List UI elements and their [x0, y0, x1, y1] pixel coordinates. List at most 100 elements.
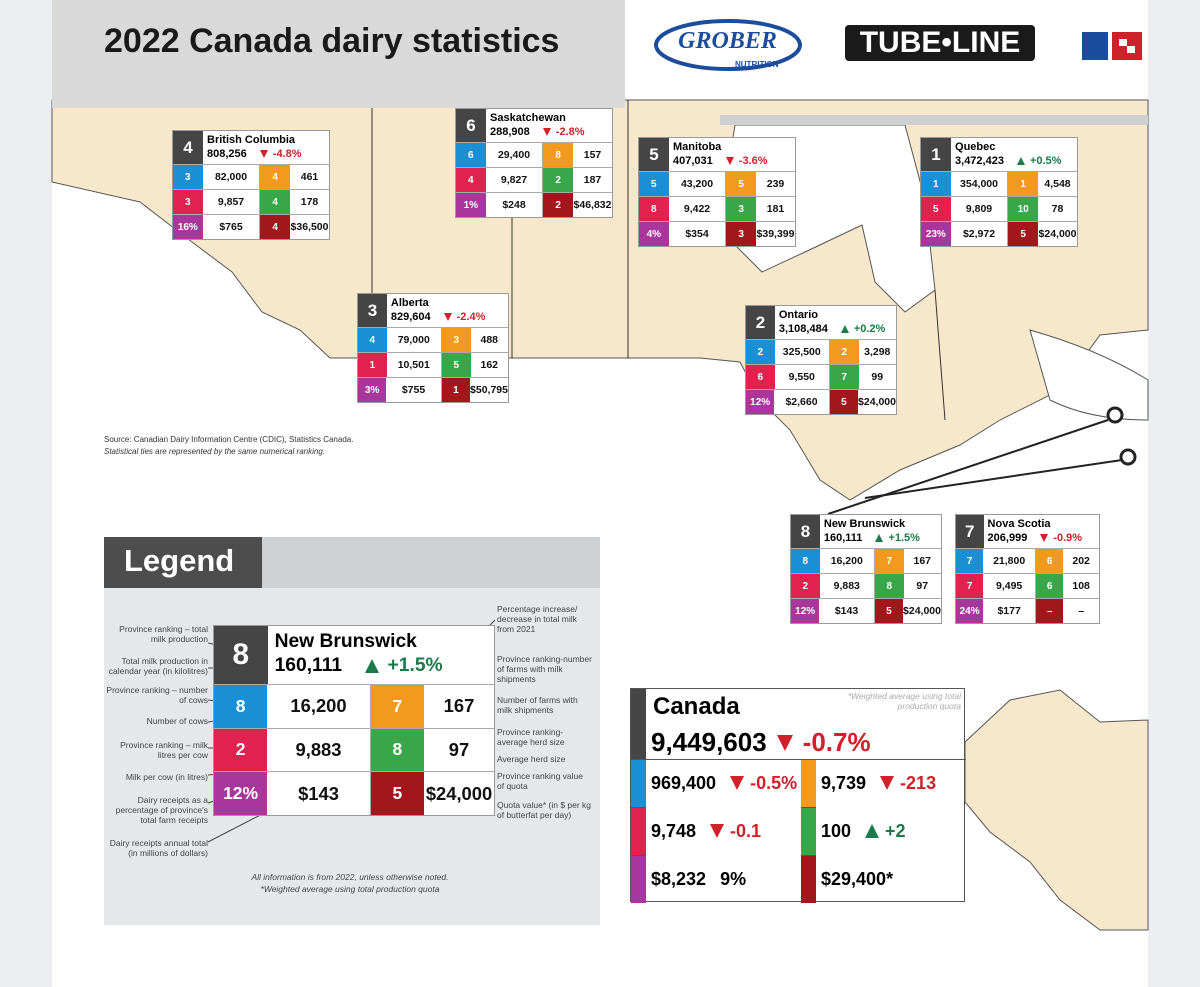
footnote: *Weighted average using total production…: [260, 884, 440, 894]
rank-cell: 10: [1008, 197, 1039, 221]
rank-cell: 3: [726, 197, 757, 221]
rank-cell: 3%: [358, 378, 387, 402]
rank-cell: 7: [956, 574, 984, 598]
rank-cell: 5: [639, 172, 669, 196]
rank-cell: 4: [260, 190, 291, 214]
legend-note: Province ranking-number of farms with mi…: [497, 654, 592, 684]
rank-cell: 3: [442, 328, 471, 352]
card-row: 2 9,883 8 97: [214, 727, 494, 772]
canada-note: *Weighted average using total production…: [847, 691, 961, 711]
value-cell: $39,399: [756, 222, 796, 246]
province-card: 4 British Columbia 808,256 -4.8% 3 82,000 4 461…: [172, 130, 330, 240]
value-cell: 354,000: [950, 172, 1009, 196]
province-card: 1 Quebec 3,472,423 +0.5% 1 354,000 1 4,548 5 9,80…: [920, 137, 1078, 247]
province-card: 8 New Brunswick 160,111 +1.5% 8 16,200 7 167 2 9,…: [790, 514, 942, 624]
card-row: 7 9,495 6 108: [956, 573, 1100, 598]
province-card: 2 Ontario 3,108,484 +0.2% 2 325,500 2 3,298 6 9,5…: [745, 305, 897, 415]
card-header: 8 New Brunswick 160,111 +1.5%: [791, 515, 941, 548]
arrow-down: [730, 776, 745, 790]
value-cell: $354: [668, 222, 727, 246]
card-row: 6 9,550 7 99: [746, 364, 897, 389]
canada-color: [631, 855, 646, 903]
card-info: Saskatchewan 288,908 -2.8%: [486, 109, 585, 142]
value-cell: 21,800: [983, 549, 1037, 573]
canada-cell: 969,400 -0.5%: [651, 759, 797, 807]
value-cell: 202: [1063, 549, 1100, 573]
card-info: New Brunswick 160,111 +1.5%: [820, 515, 920, 548]
canada-strip: [631, 689, 646, 759]
logo-text: TUBE•LINE: [859, 26, 1021, 59]
card-row: 8 16,200 7 167: [214, 683, 494, 728]
change: -0.9%: [1053, 532, 1083, 544]
rank-cell: 24%: [956, 599, 984, 623]
footnote: All information is from 2022, unless oth…: [251, 872, 449, 882]
value-cell: 16,200: [267, 684, 371, 728]
card-header: 5 Manitoba 407,031 -3.6%: [639, 138, 795, 171]
canada-cell-change: -0.1: [730, 820, 762, 841]
source: Source: Canadian Dairy Information Centr…: [104, 435, 354, 444]
legend-note: Province ranking – total milk production: [119, 624, 208, 644]
rank-cell: 5: [442, 353, 471, 377]
legend-note: Total milk production in calendar year (…: [108, 656, 208, 676]
value-cell: 239: [756, 172, 796, 196]
rank-cell: 3: [173, 165, 203, 189]
rank-box: 8: [791, 515, 820, 548]
rank-box: 3: [358, 294, 387, 327]
change: -3.6%: [738, 155, 768, 167]
connector: [864, 459, 1123, 499]
change: -4.8%: [272, 148, 302, 160]
card-row: 8 16,200 7 167: [791, 548, 942, 573]
source-note: Statistical ties are represented by the …: [104, 447, 325, 456]
rank-cell: 4: [260, 215, 291, 239]
total: 808,256: [207, 148, 247, 160]
card-row: 23% $2,972 5 $24,000: [921, 221, 1078, 246]
value-cell: 167: [424, 684, 494, 728]
canada-cell: $8,232 9%: [651, 855, 746, 903]
total-line: 829,604 -2.4%: [391, 310, 486, 324]
value-cell: 9,883: [819, 574, 876, 598]
arrow-up: [840, 325, 849, 333]
card-info: Nova Scotia 206,999 -0.9%: [984, 515, 1083, 548]
value-cell: $24,000: [903, 599, 941, 623]
rank-cell: 4: [358, 328, 387, 352]
canada-cell-extra: 9%: [720, 868, 747, 889]
card-row: 5 43,200 5 239: [639, 171, 796, 196]
canada-cell-change: -213: [900, 772, 937, 793]
value-cell: 4,548: [1038, 172, 1078, 196]
rank-cell: 5: [1008, 222, 1039, 246]
card-row: 5 9,809 10 78: [921, 196, 1078, 221]
province-name: New Brunswick: [274, 630, 417, 652]
card-row: 2 9,883 8 97: [791, 573, 942, 598]
rank-cell: 5: [370, 772, 424, 815]
arrow-up: [875, 534, 884, 542]
rank-box: 4: [173, 131, 204, 164]
total: 3,108,484: [778, 323, 828, 335]
logo-box: [845, 25, 1035, 61]
card-row: 4 9,827 2 187: [456, 167, 613, 192]
value-cell: 9,857: [202, 190, 261, 214]
rank-cell: 5: [921, 197, 951, 221]
value-cell: 16,200: [819, 549, 876, 573]
value-cell: 9,495: [983, 574, 1037, 598]
canada-value: 9,739: [821, 772, 867, 793]
card-info: Quebec 3,472,423 +0.5%: [951, 138, 1061, 171]
rank-cell: 1: [1008, 172, 1039, 196]
value-cell: 29,400: [485, 143, 544, 167]
total-line: 3,472,423 +0.5%: [955, 154, 1061, 168]
rank-cell: 2: [543, 168, 574, 192]
value-cell: $143: [267, 772, 371, 815]
value-cell: 79,000: [386, 328, 443, 352]
arrow-down: [542, 128, 551, 136]
arrow-up: [865, 824, 880, 838]
canada-value: 100: [821, 820, 852, 841]
total: 160,111: [823, 532, 863, 544]
rank-cell: 5: [829, 390, 859, 414]
title: 2022 Canada dairy statistics: [104, 22, 560, 60]
legend-title: Legend: [124, 543, 235, 578]
rank-cell: 23%: [921, 222, 951, 246]
province-name: Nova Scotia: [987, 518, 1051, 530]
canada-name: Canada: [653, 693, 740, 720]
card-info: New Brunswick 160,111 +1.5%: [268, 626, 443, 684]
card-row: 12% $143 5 $24,000: [791, 598, 941, 623]
change: +1.5%: [888, 532, 920, 544]
